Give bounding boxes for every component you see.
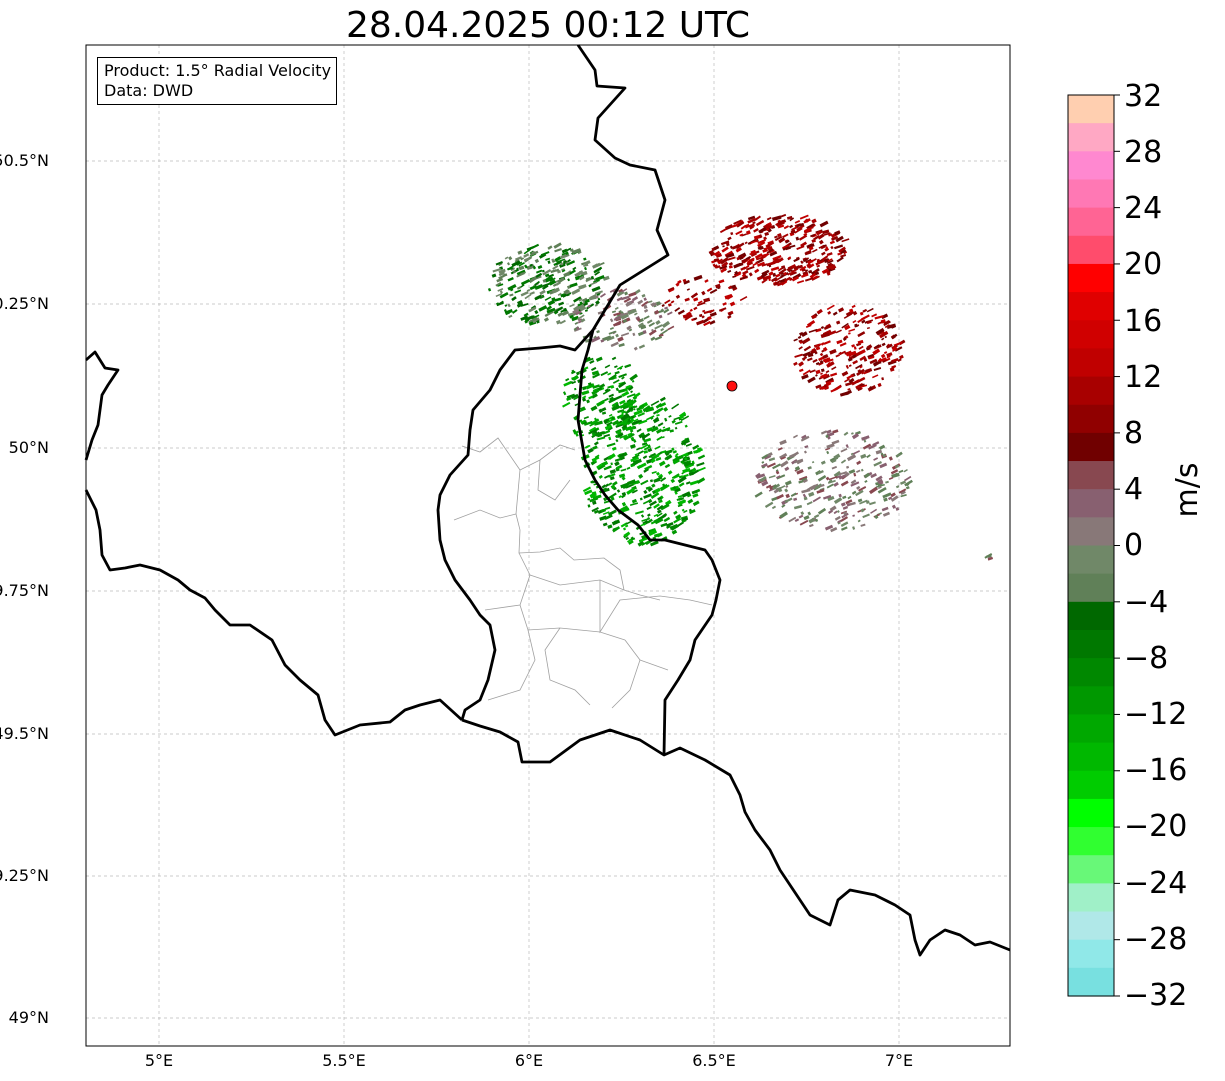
colorbar-segment [1068, 461, 1114, 490]
colorbar-segment [1068, 601, 1114, 631]
colorbar-tick-label: 0 [1124, 528, 1144, 563]
colorbar-segment [1068, 179, 1114, 209]
radar-site-marker [726, 380, 738, 392]
lon-gridlines [158, 45, 900, 1046]
colorbar-tick-label: −12 [1124, 697, 1188, 732]
colorbar-segment [1068, 320, 1114, 350]
lon-tick-label: 5°E [144, 1051, 174, 1070]
colorbar-segment [1068, 517, 1114, 547]
colorbar-tick-label: −4 [1124, 585, 1169, 620]
lat-tick-label: 49°N [8, 1008, 49, 1027]
map-title: 28.04.2025 00:12 UTC [345, 5, 751, 46]
colorbar-tick-label: −24 [1124, 866, 1188, 901]
lat-tick-label: 50.5°N [0, 151, 49, 170]
colorbar-segment [1068, 123, 1114, 152]
lat-tick-label: 50.25°N [0, 294, 49, 313]
colorbar-segment [1068, 658, 1114, 687]
colorbar-segment [1068, 827, 1114, 856]
colorbar-tick-label: −32 [1124, 978, 1188, 1013]
colorbar-segment [1068, 404, 1114, 434]
luxembourg-cantons [453, 437, 713, 709]
colorbar-tick-label: −16 [1124, 753, 1188, 788]
colorbar-tick-label: −28 [1124, 922, 1188, 957]
colorbar-tick-marks [1114, 94, 1120, 997]
data-source-label: Data: DWD [104, 81, 194, 100]
lon-tick-label: 6°E [514, 1051, 544, 1070]
colorbar-segment [1068, 263, 1114, 293]
colorbar-tick-label: 8 [1124, 416, 1144, 451]
colorbar-segment [1068, 489, 1114, 518]
lat-tick-label: 49.5°N [0, 724, 49, 743]
colorbar-tick-label: 24 [1124, 191, 1163, 226]
colorbar-segment [1068, 292, 1114, 321]
colorbar-segment [1068, 798, 1114, 828]
colorbar-segment [1068, 432, 1114, 462]
colorbar-bar [1068, 95, 1114, 997]
lat-tick-label: 49.25°N [0, 866, 49, 885]
colorbar-unit-label: m/s [1170, 462, 1205, 518]
colorbar-segment [1068, 95, 1114, 124]
colorbar-segment [1068, 967, 1114, 997]
lat-gridlines [86, 160, 1010, 1019]
colorbar-segment [1068, 235, 1114, 265]
colorbar-segment [1068, 545, 1114, 575]
colorbar-segment [1068, 742, 1114, 772]
lon-tick-label: 6.5°E [692, 1051, 736, 1070]
colorbar-segment [1068, 151, 1114, 181]
colorbar-tick-label: 12 [1124, 360, 1163, 395]
lat-tick-label: 49.75°N [0, 581, 49, 600]
colorbar-segment [1068, 855, 1114, 884]
colorbar-tick-label: 16 [1124, 304, 1163, 339]
colorbar-segment [1068, 207, 1114, 237]
lat-tick-label: 50°N [8, 438, 49, 457]
colorbar-segment [1068, 376, 1114, 406]
product-label: Product: 1.5° Radial Velocity [104, 61, 332, 80]
colorbar-segment [1068, 686, 1114, 716]
colorbar-segment [1068, 629, 1114, 659]
colorbar-tick-label: −20 [1124, 809, 1188, 844]
colorbar-segment [1068, 348, 1114, 378]
radar-echoes [487, 213, 994, 561]
lon-tick-label: 7°E [884, 1051, 914, 1070]
colorbar-segment [1068, 714, 1114, 744]
colorbar-tick-label: 28 [1124, 135, 1163, 170]
colorbar-segment [1068, 939, 1114, 969]
national-borders [84, 44, 1011, 957]
info-box: Product: 1.5° Radial Velocity Data: DWD [97, 57, 338, 105]
colorbar-tick-label: 20 [1124, 247, 1163, 282]
colorbar-segment [1068, 883, 1114, 913]
colorbar-segment [1068, 770, 1114, 800]
colorbar-tick-label: 4 [1124, 472, 1144, 507]
colorbar-segment [1068, 573, 1114, 603]
colorbar-tick-label: −8 [1124, 641, 1169, 676]
lon-tick-label: 5.5°E [322, 1051, 366, 1070]
map-frame [85, 44, 1011, 1047]
colorbar-tick-label: 32 [1124, 79, 1163, 114]
colorbar-segment [1068, 911, 1114, 941]
